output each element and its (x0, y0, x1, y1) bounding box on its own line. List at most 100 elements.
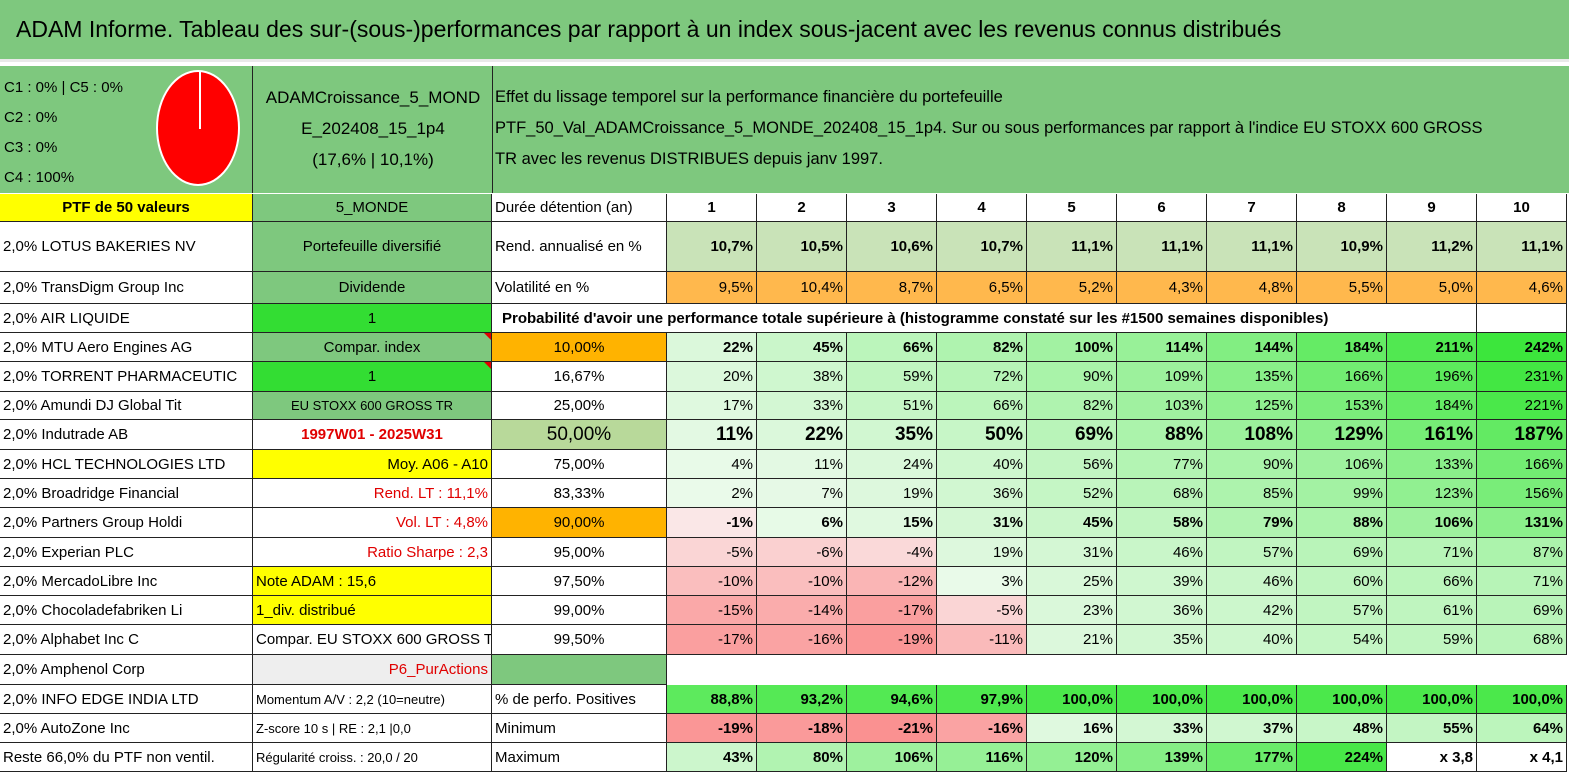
max-cell: 224% (1297, 743, 1387, 772)
probability-level: 16,67% (492, 362, 667, 392)
max-cell: 43% (667, 743, 757, 772)
portfolio-name-line: ADAMCroissance_5_MOND (265, 88, 481, 107)
probability-cell: 45% (1027, 508, 1117, 538)
probability-cell: 77% (1117, 450, 1207, 479)
probability-level: 95,00% (492, 538, 667, 567)
year-header: 1 (667, 194, 757, 222)
probability-cell: 46% (1207, 567, 1297, 596)
min-cell: -16% (937, 714, 1027, 743)
min-cell: 55% (1387, 714, 1477, 743)
portfolio-name-line: (17,6% | 10,1%) (312, 150, 434, 169)
probability-cell: 17% (667, 392, 757, 420)
probability-cell: 123% (1387, 479, 1477, 508)
holding-row: 2,0% Alphabet Inc C (0, 625, 253, 655)
probability-cell: -14% (757, 596, 847, 625)
holding-row: 2,0% TransDigm Group Inc (0, 272, 253, 304)
probability-cell: 242% (1477, 333, 1567, 362)
probability-cell: 7% (757, 479, 847, 508)
param-cell: Compar. EU STOXX 600 GROSS TR (253, 625, 492, 655)
probability-cell: 68% (1477, 625, 1567, 655)
probability-cell: 184% (1387, 392, 1477, 420)
probability-cell: -1% (667, 508, 757, 538)
probability-cell: 129% (1297, 420, 1387, 450)
min-cell: 37% (1207, 714, 1297, 743)
return-cell: 10,7% (937, 222, 1027, 272)
category-line: C3 : 0% (4, 139, 58, 156)
probability-cell: 87% (1477, 538, 1567, 567)
probability-cell: 69% (1477, 596, 1567, 625)
param-cell: EU STOXX 600 GROSS TR (253, 392, 492, 420)
min-cell: 64% (1477, 714, 1567, 743)
probability-cell: 11% (667, 420, 757, 450)
probability-level: 83,33% (492, 479, 667, 508)
holding-row: 2,0% TORRENT PHARMACEUTIC (0, 362, 253, 392)
probability-cell: -16% (757, 625, 847, 655)
probability-cell: 153% (1297, 392, 1387, 420)
probability-level: 50,00% (492, 420, 667, 450)
probability-level: 90,00% (492, 508, 667, 538)
volatility-label: Volatilité en % (492, 272, 667, 304)
probability-cell: -10% (667, 567, 757, 596)
positive-cell: 100,0% (1117, 685, 1207, 714)
holding-row: 2,0% Amundi DJ Global Tit (0, 392, 253, 420)
probability-cell: 56% (1027, 450, 1117, 479)
probability-cell: 109% (1117, 362, 1207, 392)
positive-cell: 88,8% (667, 685, 757, 714)
probability-cell: 72% (937, 362, 1027, 392)
holding-row: 2,0% MTU Aero Engines AG (0, 333, 253, 362)
probability-cell: 125% (1207, 392, 1297, 420)
probability-cell: 59% (1387, 625, 1477, 655)
max-cell: 116% (937, 743, 1027, 772)
return-cell: 10,6% (847, 222, 937, 272)
volatility-cell: 6,5% (937, 272, 1027, 304)
description-line: PTF_50_Val_ADAMCroissance_5_MONDE_202408… (495, 119, 1483, 137)
probability-level: 97,50% (492, 567, 667, 596)
max-cell: 120% (1027, 743, 1117, 772)
max-cell: 177% (1207, 743, 1297, 772)
year-header: 8 (1297, 194, 1387, 222)
holdings-header: PTF de 50 valeurs (0, 194, 253, 222)
probability-cell: 36% (937, 479, 1027, 508)
probability-cell: 42% (1207, 596, 1297, 625)
probability-level: 10,00% (492, 333, 667, 362)
probability-level: 75,00% (492, 450, 667, 479)
param-cell: 5_MONDE (253, 194, 492, 222)
max-label: Maximum (492, 743, 667, 772)
positive-cell: 100,0% (1027, 685, 1117, 714)
holding-row: 2,0% Chocoladefabriken Li (0, 596, 253, 625)
holding-row: 2,0% HCL TECHNOLOGIES LTD (0, 450, 253, 479)
probability-cell: 54% (1297, 625, 1387, 655)
probability-cell: 24% (847, 450, 937, 479)
volatility-cell: 10,4% (757, 272, 847, 304)
return-cell: 11,1% (1027, 222, 1117, 272)
param-cell: Z-score 10 s | RE : 2,1 |0,0 (253, 714, 492, 743)
probability-cell: -11% (937, 625, 1027, 655)
probability-cell: 99% (1297, 479, 1387, 508)
info-panel: C1 : 0% | C5 : 0% C2 : 0% C3 : 0% C4 : 1… (0, 66, 1569, 193)
probability-cell: 3% (937, 567, 1027, 596)
year-header: 10 (1477, 194, 1567, 222)
year-header: 6 (1117, 194, 1207, 222)
probability-cell: 187% (1477, 420, 1567, 450)
probability-cell: 45% (757, 333, 847, 362)
positive-cell: 100,0% (1297, 685, 1387, 714)
return-cell: 11,1% (1477, 222, 1567, 272)
return-cell: 11,1% (1207, 222, 1297, 272)
volatility-cell: 5,2% (1027, 272, 1117, 304)
positive-label: % de perfo. Positives (492, 685, 667, 714)
probability-cell: 52% (1027, 479, 1117, 508)
probability-level: 99,50% (492, 625, 667, 655)
return-cell: 11,2% (1387, 222, 1477, 272)
probability-cell: 85% (1207, 479, 1297, 508)
probability-cell: 35% (1117, 625, 1207, 655)
min-cell: -21% (847, 714, 937, 743)
max-cell: 106% (847, 743, 937, 772)
probability-cell: -12% (847, 567, 937, 596)
positive-cell: 93,2% (757, 685, 847, 714)
holding-row: 2,0% Broadridge Financial (0, 479, 253, 508)
empty-cell (1477, 304, 1567, 333)
param-cell: Rend. LT : 11,1% (253, 479, 492, 508)
categories-panel: C1 : 0% | C5 : 0% C2 : 0% C3 : 0% C4 : 1… (4, 73, 123, 193)
probability-cell: 57% (1207, 538, 1297, 567)
positive-cell: 100,0% (1387, 685, 1477, 714)
